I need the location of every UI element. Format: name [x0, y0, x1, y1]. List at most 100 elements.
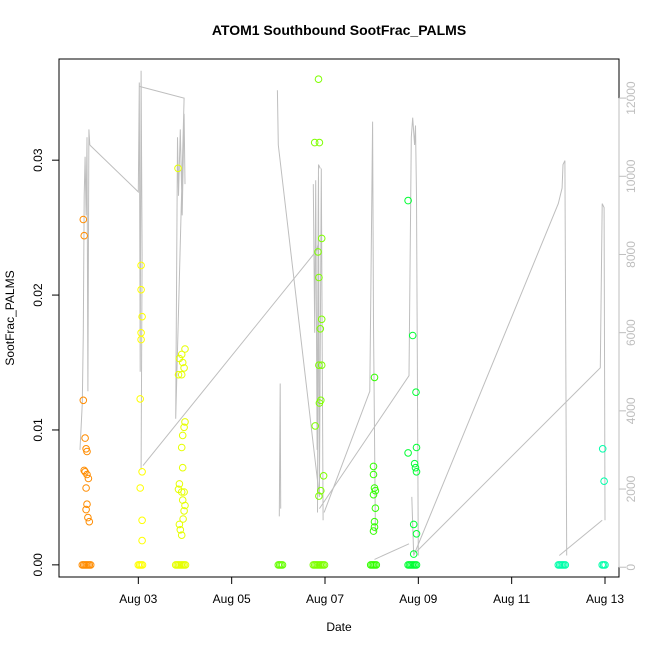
- data-point: [317, 361, 326, 370]
- data-point: [370, 373, 379, 382]
- data-point: [138, 468, 146, 476]
- data-point: [412, 388, 420, 397]
- data-point: [177, 531, 186, 540]
- data-point: [181, 561, 190, 569]
- data-point: [138, 516, 146, 525]
- data-point: [404, 196, 412, 205]
- data-point: [311, 422, 320, 430]
- data-point: [181, 501, 189, 510]
- data-point: [315, 361, 323, 370]
- data-point: [137, 329, 145, 337]
- data-point: [371, 486, 380, 495]
- data-point: [412, 561, 421, 569]
- data-point: [180, 364, 188, 372]
- x-tick-label: Aug 13: [586, 592, 624, 606]
- data-point: [137, 285, 145, 294]
- data-point: [136, 484, 144, 492]
- x-tick-label: Aug 11: [493, 592, 530, 606]
- data-point: [412, 443, 421, 452]
- data-point: [178, 463, 187, 472]
- data-point: [372, 561, 381, 569]
- data-point: [598, 445, 607, 453]
- right-y-tick-label: 10000: [624, 159, 638, 193]
- y-axis-label: SootFrac_PALMS: [3, 270, 17, 365]
- altitude-line: [558, 519, 603, 556]
- right-y-axis: 0 2000 4000 6000 8000 10000 12000: [618, 81, 638, 571]
- data-point: [177, 488, 186, 496]
- data-point: [82, 484, 90, 492]
- data-point: [176, 526, 185, 534]
- data-point: [181, 345, 189, 353]
- x-axis: Aug 03 Aug 05 Aug 07 Aug 09 Aug 11 Aug 13: [119, 576, 624, 606]
- data-point: [178, 431, 187, 440]
- right-y-tick-label: 12000: [624, 81, 638, 115]
- data-point: [137, 335, 145, 344]
- data-point: [138, 561, 147, 569]
- data-point: [409, 520, 418, 529]
- data-point: [317, 486, 325, 495]
- data-point: [317, 234, 326, 243]
- y-tick-label: 0.01: [31, 418, 45, 442]
- right-y-tick-label: 2000: [624, 475, 638, 502]
- data-point: [412, 468, 421, 476]
- data-point: [369, 470, 378, 479]
- data-point: [177, 443, 186, 452]
- altitude-line: [89, 70, 143, 470]
- altitude-lines: [79, 70, 606, 560]
- data-point: [411, 463, 420, 472]
- data-point: [370, 523, 379, 531]
- data-point: [601, 561, 609, 569]
- altitude-line: [416, 203, 606, 552]
- altitude-line: [278, 383, 282, 517]
- data-point: [83, 500, 91, 509]
- data-point: [175, 520, 184, 529]
- data-point: [136, 395, 144, 403]
- x-tick-label: Aug 05: [213, 592, 251, 606]
- data-point: [315, 273, 323, 282]
- data-point: [369, 490, 378, 499]
- data-point: [83, 470, 91, 479]
- altitude-line: [79, 129, 91, 450]
- data-point: [80, 231, 88, 240]
- data-point: [138, 536, 146, 545]
- data-point: [320, 561, 329, 569]
- x-tick-label: Aug 09: [399, 592, 437, 606]
- data-point: [278, 561, 287, 569]
- data-point: [408, 331, 417, 340]
- data-point: [371, 504, 380, 513]
- data-point: [369, 462, 378, 471]
- data-point: [410, 459, 419, 468]
- data-point: [412, 530, 421, 538]
- data-point: [181, 418, 189, 426]
- right-y-tick-label: 0: [624, 564, 638, 571]
- data-point: [84, 474, 93, 483]
- data-point: [310, 138, 319, 147]
- altitude-line: [323, 121, 376, 533]
- right-y-tick-label: 4000: [624, 397, 638, 424]
- data-point: [315, 138, 324, 147]
- y-tick-label: 0.00: [31, 553, 45, 577]
- right-y-tick-label: 8000: [624, 241, 638, 268]
- data-point: [174, 164, 182, 173]
- x-axis-label: Date: [326, 620, 352, 634]
- data-point: [180, 488, 188, 496]
- altitude-line: [142, 176, 320, 513]
- data-point: [317, 315, 326, 324]
- chart-title: ATOM1 Southbound SootFrac_PALMS: [212, 22, 466, 38]
- data-point: [319, 472, 328, 480]
- data-point: [138, 312, 146, 321]
- data-point: [175, 480, 184, 488]
- altitude-line: [318, 117, 419, 556]
- data-point: [81, 434, 89, 442]
- x-tick-label: Aug 07: [306, 592, 344, 606]
- data-point: [79, 215, 88, 224]
- data-point: [409, 550, 418, 558]
- altitude-line: [276, 90, 324, 521]
- data-point: [180, 423, 188, 432]
- data-point: [174, 370, 183, 379]
- data-point: [369, 527, 378, 535]
- right-y-tick-label: 6000: [624, 319, 638, 346]
- data-point: [177, 370, 186, 379]
- data-point: [82, 505, 90, 514]
